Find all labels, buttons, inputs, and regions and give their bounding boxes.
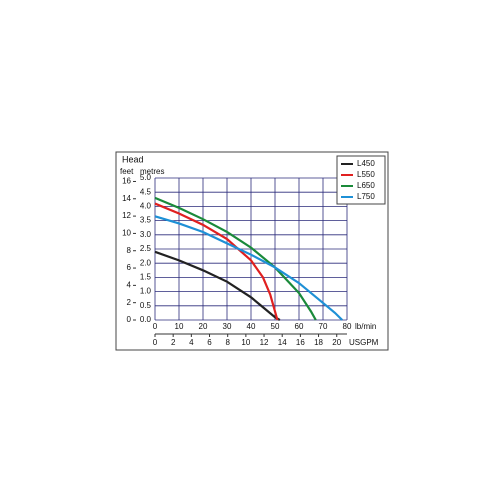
y-tick-label: 0.5 bbox=[140, 301, 152, 310]
x-tick-label: 10 bbox=[175, 322, 184, 331]
x-tick-label: 20 bbox=[199, 322, 208, 331]
x2-tick-label: 16 bbox=[296, 338, 305, 347]
x-tick-label: 50 bbox=[271, 322, 280, 331]
x2-tick-label: 12 bbox=[260, 338, 269, 347]
legend-label: L550 bbox=[357, 170, 375, 179]
y2-tick-label: 0 bbox=[127, 315, 132, 324]
x-tick-label: 60 bbox=[295, 322, 304, 331]
y2-tick-label: 14 bbox=[122, 194, 131, 203]
series-line bbox=[154, 250, 281, 321]
legend-label: L650 bbox=[357, 181, 375, 190]
series-line bbox=[154, 202, 279, 321]
y2-tick-label: 4 bbox=[127, 280, 132, 289]
x-tick-label: 80 bbox=[343, 322, 352, 331]
x2-tick-label: 14 bbox=[278, 338, 287, 347]
x-axis-label: lb/min bbox=[355, 322, 376, 331]
y-tick-label: 3.0 bbox=[140, 230, 152, 239]
x-tick-label: 30 bbox=[223, 322, 232, 331]
series-line bbox=[154, 215, 343, 321]
y-tick-label: 4.0 bbox=[140, 202, 152, 211]
y2-tick-label: 6 bbox=[127, 263, 132, 272]
y2-tick-label: 12 bbox=[122, 211, 131, 220]
y-tick-label: 0.0 bbox=[140, 315, 152, 324]
legend-label: L750 bbox=[357, 192, 375, 201]
x-tick-label: 40 bbox=[247, 322, 256, 331]
x2-tick-label: 6 bbox=[207, 338, 212, 347]
y2-tick-label: 2 bbox=[127, 298, 132, 307]
y-tick-label: 2.5 bbox=[140, 244, 152, 253]
legend-label: L450 bbox=[357, 159, 375, 168]
y-axis-label: feet bbox=[120, 167, 134, 176]
x2-tick-label: 18 bbox=[314, 338, 323, 347]
y-tick-label: 5.0 bbox=[140, 173, 152, 182]
x-tick-label: 70 bbox=[319, 322, 328, 331]
x2-tick-label: 20 bbox=[332, 338, 341, 347]
y2-tick-label: 8 bbox=[127, 246, 132, 255]
y-tick-label: 1.0 bbox=[140, 287, 152, 296]
x2-tick-label: 0 bbox=[153, 338, 158, 347]
x2-tick-label: 8 bbox=[225, 338, 230, 347]
x-tick-label: 0 bbox=[153, 322, 158, 331]
y-tick-label: 3.5 bbox=[140, 216, 152, 225]
x2-tick-label: 4 bbox=[189, 338, 194, 347]
x2-tick-label: 2 bbox=[171, 338, 176, 347]
x2-axis-label: USGPM bbox=[349, 338, 379, 347]
chart-title: Head bbox=[122, 154, 144, 164]
y-tick-label: 4.5 bbox=[140, 187, 152, 196]
series-line bbox=[154, 196, 317, 321]
y-tick-label: 2.0 bbox=[140, 258, 152, 267]
y2-tick-label: 16 bbox=[122, 177, 131, 186]
x2-tick-label: 10 bbox=[241, 338, 250, 347]
y-tick-label: 1.5 bbox=[140, 273, 152, 282]
y2-tick-label: 10 bbox=[122, 229, 131, 238]
y2-axis-label: metres bbox=[140, 167, 164, 176]
